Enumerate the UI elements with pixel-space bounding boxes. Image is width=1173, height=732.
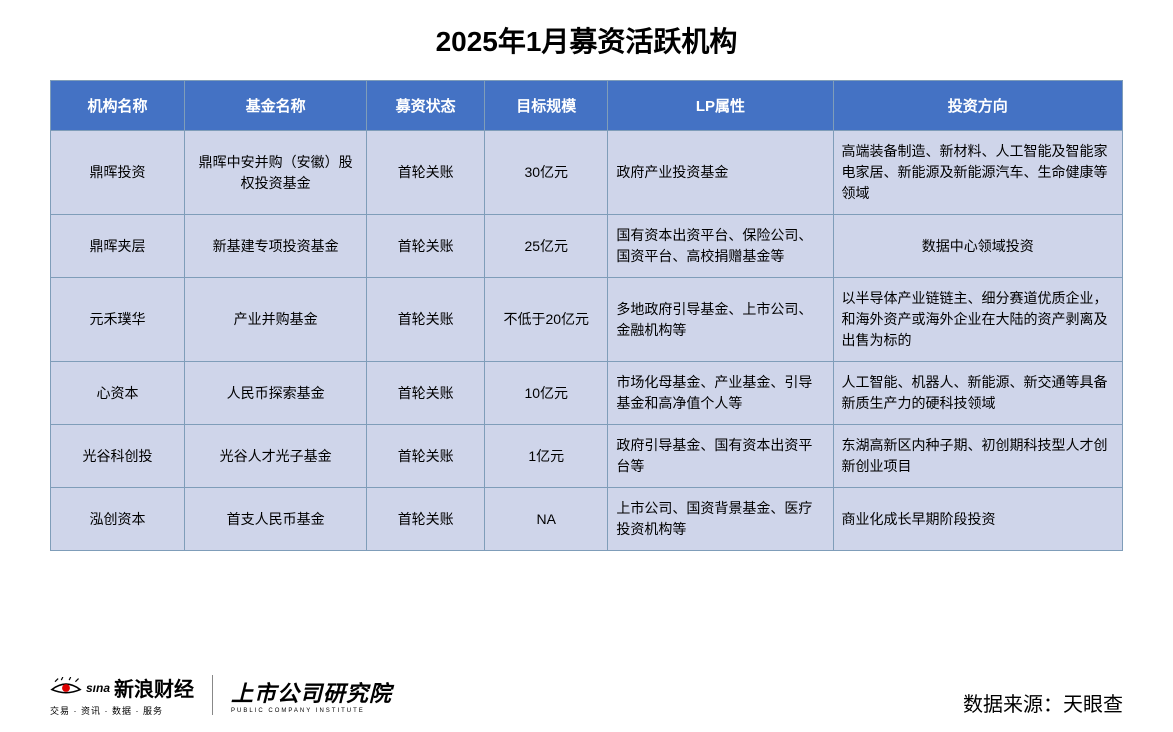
table-header-cell: 募资状态	[367, 81, 485, 131]
sina-logo: sına 新浪财经 交易 · 资讯 · 数据 · 服务	[50, 673, 194, 717]
table-cell: 以半导体产业链链主、细分赛道优质企业，和海外资产或海外企业在大陆的资产剥离及出售…	[833, 278, 1122, 362]
table-cell: 首轮关账	[367, 362, 485, 425]
table-header-row: 机构名称基金名称募资状态目标规模LP属性投资方向	[51, 81, 1123, 131]
data-source: 数据来源：天眼查	[963, 688, 1123, 717]
table-cell: 人民币探索基金	[185, 362, 367, 425]
source-label: 数据来源：	[963, 694, 1063, 716]
table-cell: 首轮关账	[367, 278, 485, 362]
sina-brand-text: sına	[86, 681, 110, 695]
table-cell: 市场化母基金、产业基金、引导基金和高净值个人等	[608, 362, 833, 425]
table-cell: 心资本	[51, 362, 185, 425]
table-row: 泓创资本首支人民币基金首轮关账NA上市公司、国资背景基金、医疗投资机构等商业化成…	[51, 488, 1123, 551]
table-container: 机构名称基金名称募资状态目标规模LP属性投资方向 鼎晖投资鼎晖中安并购（安徽）股…	[0, 80, 1173, 551]
table-cell: 10亿元	[485, 362, 608, 425]
table-cell: 人工智能、机器人、新能源、新交通等具备新质生产力的硬科技领域	[833, 362, 1122, 425]
table-cell: NA	[485, 488, 608, 551]
logo-divider	[212, 675, 213, 715]
table-cell: 政府产业投资基金	[608, 131, 833, 215]
table-cell: 数据中心领域投资	[833, 215, 1122, 278]
table-cell: 首支人民币基金	[185, 488, 367, 551]
table-row: 元禾璞华产业并购基金首轮关账不低于20亿元多地政府引导基金、上市公司、金融机构等…	[51, 278, 1123, 362]
table-cell: 30亿元	[485, 131, 608, 215]
table-row: 鼎晖投资鼎晖中安并购（安徽）股权投资基金首轮关账30亿元政府产业投资基金高端装备…	[51, 131, 1123, 215]
logo-group: sına 新浪财经 交易 · 资讯 · 数据 · 服务 上市公司研究院 PUBL…	[50, 673, 392, 717]
table-cell: 1亿元	[485, 425, 608, 488]
table-header-cell: 目标规模	[485, 81, 608, 131]
source-value: 天眼查	[1063, 694, 1123, 716]
table-header-cell: 机构名称	[51, 81, 185, 131]
table-header-cell: 投资方向	[833, 81, 1122, 131]
table-cell: 多地政府引导基金、上市公司、金融机构等	[608, 278, 833, 362]
table-cell: 光谷科创投	[51, 425, 185, 488]
table-cell: 产业并购基金	[185, 278, 367, 362]
table-cell: 鼎晖投资	[51, 131, 185, 215]
table-cell: 首轮关账	[367, 131, 485, 215]
table-header-cell: 基金名称	[185, 81, 367, 131]
page-title: 2025年1月募资活跃机构	[0, 0, 1173, 80]
table-cell: 政府引导基金、国有资本出资平台等	[608, 425, 833, 488]
table-row: 光谷科创投光谷人才光子基金首轮关账1亿元政府引导基金、国有资本出资平台等东湖高新…	[51, 425, 1123, 488]
table-cell: 光谷人才光子基金	[185, 425, 367, 488]
footer: sına 新浪财经 交易 · 资讯 · 数据 · 服务 上市公司研究院 PUBL…	[0, 673, 1173, 717]
table-cell: 首轮关账	[367, 215, 485, 278]
research-sub-text: PUBLIC COMPANY INSTITUTE	[231, 708, 365, 714]
research-main-text: 上市公司研究院	[231, 676, 392, 708]
table-cell: 鼎晖中安并购（安徽）股权投资基金	[185, 131, 367, 215]
sina-cn-text: 新浪财经	[114, 673, 194, 702]
table-cell: 泓创资本	[51, 488, 185, 551]
table-header-cell: LP属性	[608, 81, 833, 131]
table-cell: 高端装备制造、新材料、人工智能及智能家电家居、新能源及新能源汽车、生命健康等领域	[833, 131, 1122, 215]
table-cell: 首轮关账	[367, 425, 485, 488]
table-cell: 25亿元	[485, 215, 608, 278]
table-cell: 商业化成长早期阶段投资	[833, 488, 1122, 551]
table-cell: 鼎晖夹层	[51, 215, 185, 278]
table-cell: 元禾璞华	[51, 278, 185, 362]
fundraising-table: 机构名称基金名称募资状态目标规模LP属性投资方向 鼎晖投资鼎晖中安并购（安徽）股…	[50, 80, 1123, 551]
table-cell: 上市公司、国资背景基金、医疗投资机构等	[608, 488, 833, 551]
sina-eye-icon	[50, 677, 82, 699]
table-row: 鼎晖夹层新基建专项投资基金首轮关账25亿元国有资本出资平台、保险公司、国资平台、…	[51, 215, 1123, 278]
table-cell: 首轮关账	[367, 488, 485, 551]
table-cell: 国有资本出资平台、保险公司、国资平台、高校捐赠基金等	[608, 215, 833, 278]
table-cell: 东湖高新区内种子期、初创期科技型人才创新创业项目	[833, 425, 1122, 488]
table-cell: 新基建专项投资基金	[185, 215, 367, 278]
table-row: 心资本人民币探索基金首轮关账10亿元市场化母基金、产业基金、引导基金和高净值个人…	[51, 362, 1123, 425]
research-logo: 上市公司研究院 PUBLIC COMPANY INSTITUTE	[231, 676, 392, 714]
sina-sub-text: 交易 · 资讯 · 数据 · 服务	[50, 704, 163, 717]
table-cell: 不低于20亿元	[485, 278, 608, 362]
